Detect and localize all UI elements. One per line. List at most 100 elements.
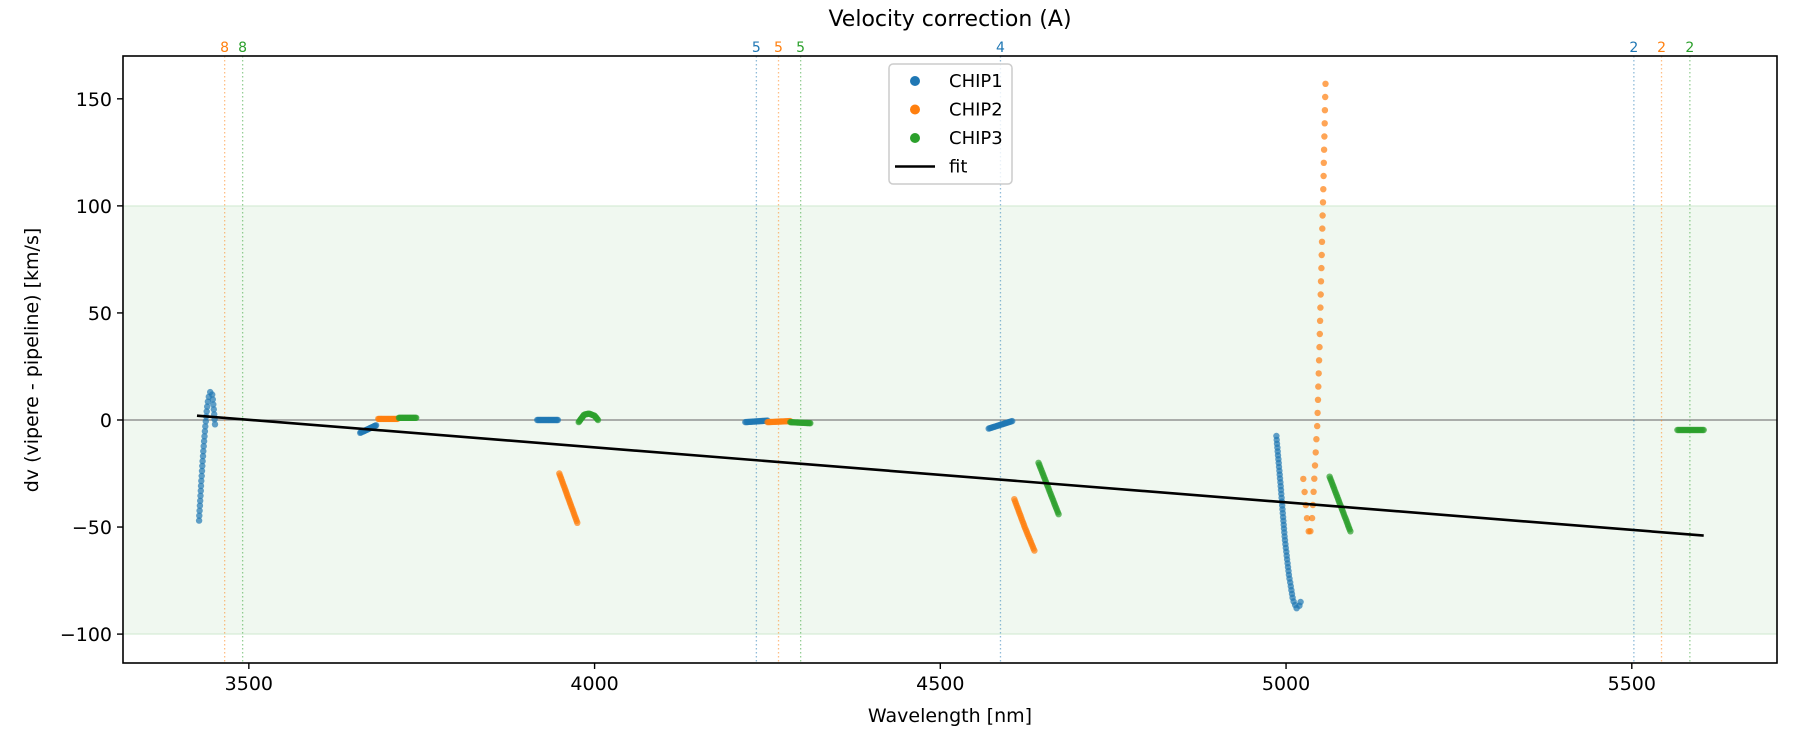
data-point-chip1 (197, 497, 204, 504)
data-point-chip2 (1317, 291, 1324, 298)
data-point-chip1 (204, 403, 211, 410)
data-point-chip2 (1321, 120, 1328, 127)
data-point-chip1 (210, 401, 217, 408)
legend-marker-chip2 (910, 104, 920, 115)
data-point-chip2 (1311, 462, 1319, 469)
data-point-chip1 (197, 482, 205, 490)
data-point-chip2 (1318, 251, 1325, 259)
data-point-chip3 (1700, 426, 1707, 434)
data-point-chip1 (1297, 598, 1304, 606)
data-point-chip1 (195, 517, 203, 524)
data-point-chip2 (1316, 317, 1324, 324)
y-tick-label: 0 (100, 410, 112, 432)
data-point-chip2 (1316, 330, 1324, 338)
data-point-chip1 (372, 422, 380, 429)
data-point-chip3 (807, 420, 814, 427)
legend-marker-chip3 (910, 133, 920, 143)
legend-marker-chip1 (910, 76, 920, 86)
order-line-label: 2 (1629, 40, 1638, 56)
data-point-chip1 (211, 421, 219, 428)
axes-layer (122, 55, 1778, 664)
legend-frame (888, 63, 1013, 185)
data-point-chip2 (1315, 357, 1323, 364)
data-point-chip2 (1314, 409, 1321, 417)
legend-label: CHIP1 (949, 71, 1003, 92)
data-point-chip2 (1320, 172, 1327, 180)
data-point-chip2 (1319, 212, 1326, 219)
data-point-chip2 (1308, 514, 1316, 522)
plot-frame (122, 55, 1778, 664)
y-tick-label: −50 (72, 517, 112, 539)
order-line-label: 8 (238, 40, 247, 56)
data-point-chip2 (1310, 488, 1317, 495)
data-point-chip2 (1315, 370, 1322, 377)
data-point-chip2 (1316, 343, 1323, 351)
data-point-chip1 (203, 408, 210, 415)
y-tick-label: −100 (60, 624, 112, 646)
data-point-chip1 (201, 433, 208, 440)
y-tick-label: 150 (76, 89, 112, 111)
order-line-label: 2 (1657, 40, 1666, 56)
data-point-chip2 (1320, 146, 1328, 153)
data-point-chip1 (198, 477, 205, 485)
data-point-chip2 (1311, 475, 1318, 482)
data-point-chip1 (200, 438, 208, 445)
data-point-chip1 (201, 428, 209, 435)
data-point-chip3 (594, 416, 602, 424)
data-point-chip1 (202, 423, 209, 430)
data-point-chip1 (197, 492, 204, 499)
data-point-chip2 (1301, 488, 1308, 496)
data-point-chip1 (209, 391, 216, 398)
data-point-chip2 (1320, 159, 1328, 166)
data-point-chip2 (1303, 515, 1311, 522)
data-point-chip2 (1314, 422, 1321, 430)
legend-label: CHIP2 (949, 100, 1003, 121)
legend-label: CHIP3 (949, 128, 1003, 149)
data-point-chip3 (413, 414, 420, 421)
data-point-chip1 (209, 396, 216, 403)
data-point-chip2 (1312, 449, 1319, 456)
x-tick-label: 3500 (225, 673, 273, 695)
data-point-chip1 (197, 487, 204, 494)
data-point-chip1 (199, 457, 206, 465)
x-tick-label: 4500 (916, 673, 964, 695)
data-point-chip2 (1319, 225, 1326, 232)
data-point-chip2 (1321, 107, 1329, 114)
x-tick-label: 5500 (1608, 673, 1656, 695)
fit-line-layer (196, 414, 1704, 537)
data-point-chip1 (1009, 417, 1016, 425)
data-point-chip3 (1347, 528, 1354, 535)
data-point-chip2 (1300, 475, 1307, 483)
x-tick-label: 5000 (1262, 673, 1310, 695)
data-point-chip2 (1319, 199, 1327, 206)
data-point-chip1 (199, 462, 206, 470)
y-axis-label: dv (vipere - pipeline) [km/s] (21, 228, 43, 493)
data-point-chip2 (1317, 278, 1325, 285)
data-point-chip1 (198, 467, 206, 475)
data-point-chip2 (574, 519, 581, 526)
data-point-chip1 (554, 416, 562, 424)
order-line-label: 5 (796, 40, 805, 56)
order-line-label: 2 (1685, 40, 1694, 56)
data-point-chip2 (1315, 383, 1322, 390)
data-point-chip2 (1318, 238, 1326, 245)
data-point-chip1 (199, 452, 207, 460)
x-axis-label: Wavelength [nm] (868, 705, 1032, 727)
data-point-chip3 (1055, 511, 1062, 518)
data-point-chip2 (1318, 264, 1325, 272)
order-line-label: 5 (752, 40, 761, 56)
data-point-chip2 (1320, 186, 1327, 193)
data-point-chip1 (202, 418, 209, 425)
data-point-chip2 (1322, 80, 1329, 88)
data-point-chip2 (1031, 547, 1038, 554)
data-point-chip2 (1307, 528, 1314, 535)
fit-line (196, 414, 1704, 537)
legend-label: fit (949, 157, 967, 178)
data-point-chip2 (1317, 304, 1324, 311)
data-point-chip1 (198, 472, 205, 480)
chart-title: Velocity correction (A) (828, 7, 1071, 32)
data-points-layer (195, 80, 1707, 612)
data-point-chip1 (196, 502, 204, 509)
data-point-chip1 (196, 512, 203, 519)
